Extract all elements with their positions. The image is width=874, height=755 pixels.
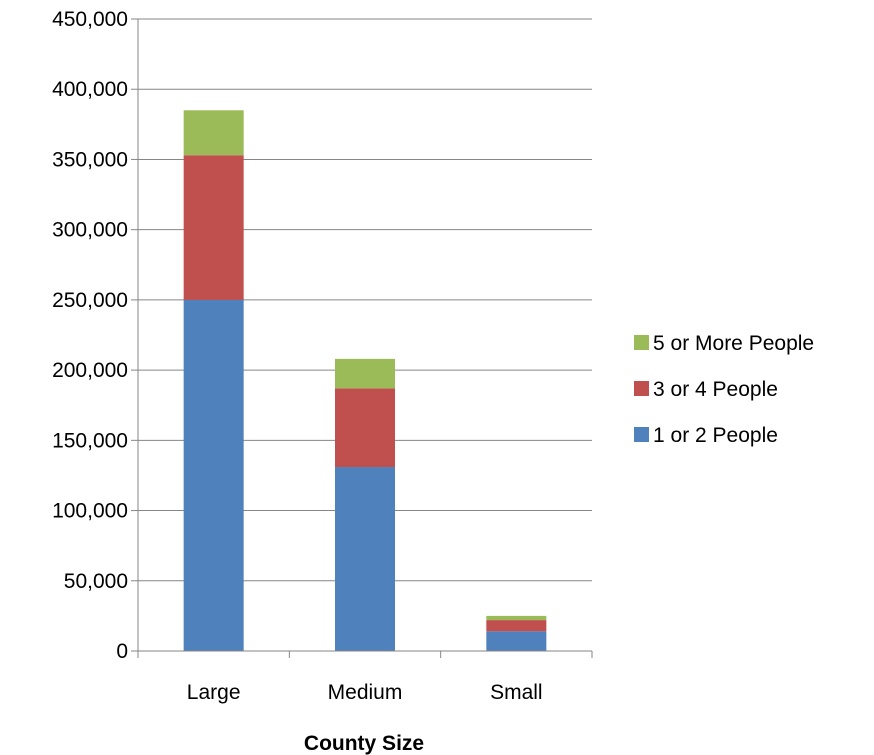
y-tick-label: 350,000 bbox=[52, 148, 128, 171]
legend-label: 3 or 4 People bbox=[653, 378, 778, 401]
y-tick-label: 300,000 bbox=[52, 219, 128, 242]
y-tick-label: 250,000 bbox=[52, 289, 128, 312]
y-tick-label: 50,000 bbox=[64, 570, 128, 593]
x-axis-title: County Size bbox=[304, 732, 424, 755]
bar-5-or-more-people bbox=[335, 358, 395, 389]
legend-swatch bbox=[634, 335, 649, 350]
bar-3-or-4-people bbox=[183, 155, 244, 300]
x-tick-label: Large bbox=[187, 681, 241, 704]
bar-5-or-more-people bbox=[486, 615, 547, 621]
legend-label: 1 or 2 People bbox=[653, 424, 778, 447]
x-tick-label: Medium bbox=[328, 681, 403, 704]
bar-3-or-4-people bbox=[486, 620, 547, 632]
y-tick-label: 200,000 bbox=[52, 359, 128, 382]
legend-label: 5 or More People bbox=[653, 332, 814, 355]
tick-labels: 0 50,000 100,000 150,000 200,000 250,000 300,0… bbox=[52, 8, 543, 704]
legend: 5 or More People 3 or 4 People 1 or 2 Peop… bbox=[634, 332, 814, 447]
bar-5-or-more-people bbox=[183, 110, 244, 156]
legend-swatch bbox=[634, 427, 649, 442]
bar-1-or-2-people bbox=[335, 467, 395, 651]
axes bbox=[131, 18, 593, 658]
y-tick-label: 450,000 bbox=[52, 8, 128, 31]
bar-1-or-2-people bbox=[183, 299, 244, 651]
bar-1-or-2-people bbox=[486, 631, 547, 651]
x-tick-label: Small bbox=[490, 681, 543, 704]
y-tick-label: 100,000 bbox=[52, 500, 128, 523]
y-tick-label: 0 bbox=[116, 640, 128, 663]
y-tick-label: 400,000 bbox=[52, 78, 128, 101]
y-tick-label: 150,000 bbox=[52, 429, 128, 452]
bars bbox=[183, 110, 547, 651]
legend-swatch bbox=[634, 381, 649, 396]
bar-3-or-4-people bbox=[335, 388, 395, 468]
